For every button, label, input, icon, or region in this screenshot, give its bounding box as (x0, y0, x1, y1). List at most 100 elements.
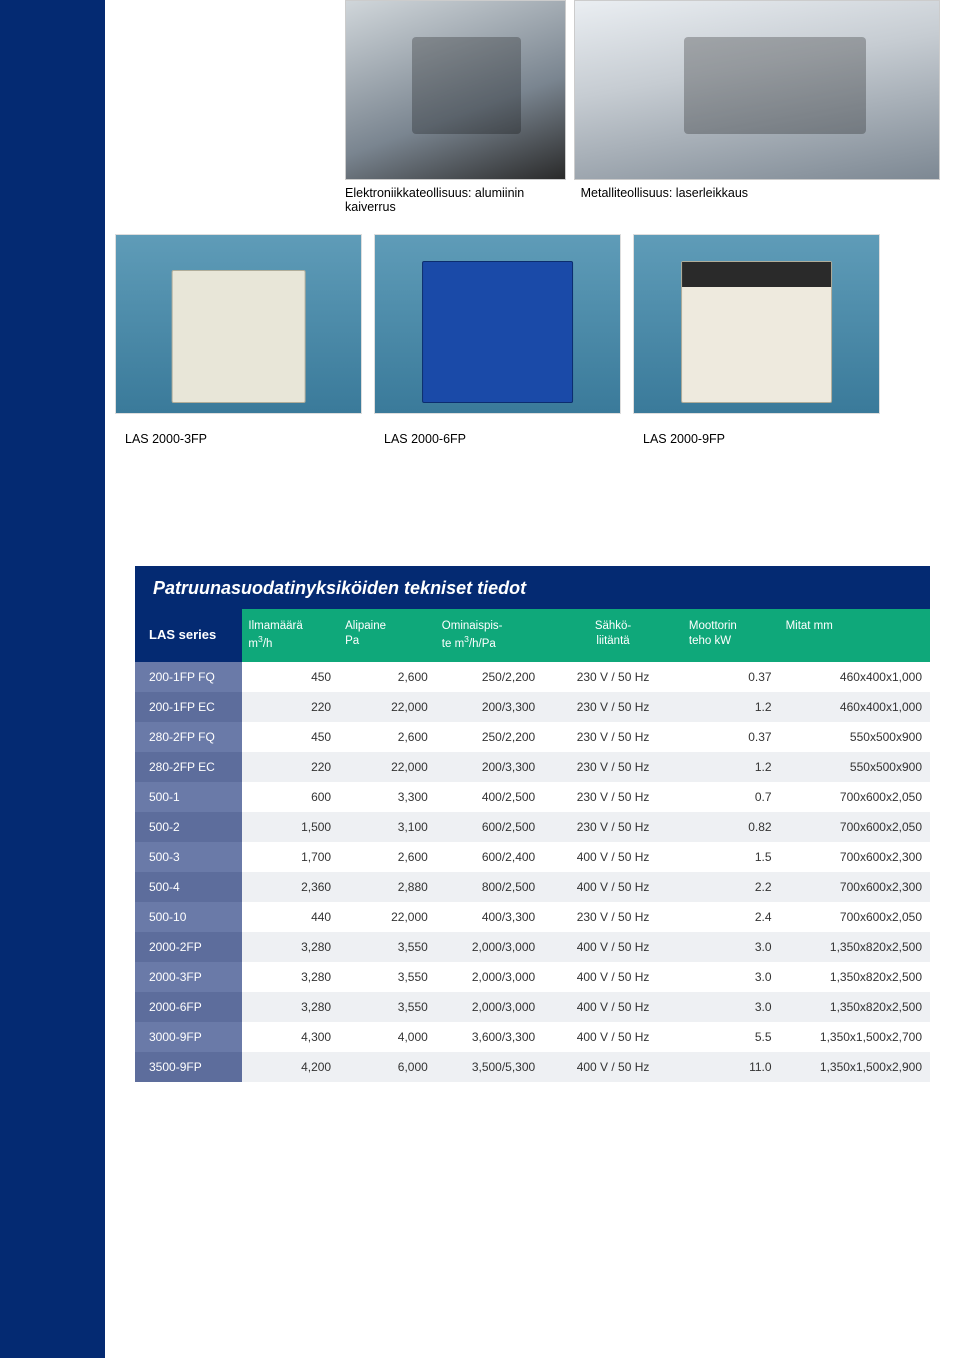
table-row: 200-1FP FQ4502,600250/2,200230 V / 50 Hz… (135, 662, 930, 692)
cell-air: 2,360 (242, 872, 339, 902)
cell-model: 500-1 (135, 782, 242, 812)
cell-kw: 1.5 (683, 842, 780, 872)
cell-kw: 0.37 (683, 722, 780, 752)
cell-pa: 2,600 (339, 722, 436, 752)
cell-kw: 0.37 (683, 662, 780, 692)
cell-el: 230 V / 50 Hz (543, 782, 683, 812)
cell-om: 200/3,300 (436, 752, 543, 782)
cell-air: 220 (242, 752, 339, 782)
cell-el: 230 V / 50 Hz (543, 692, 683, 722)
cell-mm: 700x600x2,050 (780, 782, 930, 812)
cell-mm: 550x500x900 (780, 752, 930, 782)
table-row: 2000-3FP3,2803,5502,000/3,000400 V / 50 … (135, 962, 930, 992)
cell-model: 500-4 (135, 872, 242, 902)
cell-mm: 1,350x1,500x2,900 (780, 1052, 930, 1082)
product-image-9fp (633, 234, 880, 414)
cell-mm: 1,350x1,500x2,700 (780, 1022, 930, 1052)
cell-air: 3,280 (242, 932, 339, 962)
cell-om: 600/2,400 (436, 842, 543, 872)
cell-model: 2000-3FP (135, 962, 242, 992)
cell-pa: 22,000 (339, 692, 436, 722)
photo-electronics (345, 0, 566, 180)
header-mm: Mitat mm (780, 609, 930, 662)
cell-pa: 6,000 (339, 1052, 436, 1082)
photo-metalworking (574, 0, 940, 180)
cell-mm: 550x500x900 (780, 722, 930, 752)
header-el: Sähkö-liitäntä (543, 609, 683, 662)
cell-air: 4,300 (242, 1022, 339, 1052)
caption-left: Elektroniikkateollisuus: alumiinin kaive… (345, 186, 561, 214)
cell-el: 400 V / 50 Hz (543, 842, 683, 872)
header-series: LAS series (135, 609, 242, 662)
header-air: Ilmamääräm3/h (242, 609, 339, 662)
spec-table-container: Patruunasuodatinyksiköiden tekniset tied… (135, 566, 930, 1082)
cell-model: 500-3 (135, 842, 242, 872)
cell-model: 3500-9FP (135, 1052, 242, 1082)
cell-pa: 3,550 (339, 992, 436, 1022)
cell-pa: 2,600 (339, 662, 436, 692)
table-row: 3500-9FP4,2006,0003,500/5,300400 V / 50 … (135, 1052, 930, 1082)
cell-om: 400/2,500 (436, 782, 543, 812)
cell-air: 3,280 (242, 962, 339, 992)
cell-kw: 3.0 (683, 962, 780, 992)
cell-air: 3,280 (242, 992, 339, 1022)
cell-el: 400 V / 50 Hz (543, 872, 683, 902)
table-row: 280-2FP EC22022,000200/3,300230 V / 50 H… (135, 752, 930, 782)
cell-pa: 3,100 (339, 812, 436, 842)
product-image-6fp (374, 234, 621, 414)
table-row: 500-31,7002,600600/2,400400 V / 50 Hz1.5… (135, 842, 930, 872)
cell-model: 2000-2FP (135, 932, 242, 962)
cell-kw: 5.5 (683, 1022, 780, 1052)
table-row: 500-16003,300400/2,500230 V / 50 Hz0.770… (135, 782, 930, 812)
table-row: 500-21,5003,100600/2,500230 V / 50 Hz0.8… (135, 812, 930, 842)
cell-kw: 3.0 (683, 932, 780, 962)
table-row: 2000-6FP3,2803,5502,000/3,000400 V / 50 … (135, 992, 930, 1022)
spec-table: LAS series Ilmamääräm3/h AlipainePa Omin… (135, 609, 930, 1082)
cell-om: 250/2,200 (436, 662, 543, 692)
cell-el: 230 V / 50 Hz (543, 812, 683, 842)
cell-pa: 22,000 (339, 902, 436, 932)
cell-air: 600 (242, 782, 339, 812)
cell-pa: 4,000 (339, 1022, 436, 1052)
cell-kw: 11.0 (683, 1052, 780, 1082)
cell-mm: 700x600x2,300 (780, 842, 930, 872)
cell-model: 500-10 (135, 902, 242, 932)
table-row: 500-1044022,000400/3,300230 V / 50 Hz2.4… (135, 902, 930, 932)
cell-model: 3000-9FP (135, 1022, 242, 1052)
cell-om: 800/2,500 (436, 872, 543, 902)
cell-air: 450 (242, 662, 339, 692)
header-kw: Moottorinteho kW (683, 609, 780, 662)
cell-mm: 700x600x2,300 (780, 872, 930, 902)
cell-kw: 2.2 (683, 872, 780, 902)
cell-pa: 2,880 (339, 872, 436, 902)
cell-model: 200-1FP EC (135, 692, 242, 722)
table-header-row: LAS series Ilmamääräm3/h AlipainePa Omin… (135, 609, 930, 662)
cell-kw: 0.7 (683, 782, 780, 812)
cell-mm: 700x600x2,050 (780, 902, 930, 932)
product-label-6fp: LAS 2000-6FP (374, 432, 621, 446)
cell-el: 400 V / 50 Hz (543, 1052, 683, 1082)
table-row: 280-2FP FQ4502,600250/2,200230 V / 50 Hz… (135, 722, 930, 752)
cell-el: 230 V / 50 Hz (543, 662, 683, 692)
cell-el: 400 V / 50 Hz (543, 962, 683, 992)
cell-pa: 3,550 (339, 962, 436, 992)
table-row: 200-1FP EC22022,000200/3,300230 V / 50 H… (135, 692, 930, 722)
cell-pa: 3,300 (339, 782, 436, 812)
product-label-3fp: LAS 2000-3FP (115, 432, 362, 446)
product-image-3fp (115, 234, 362, 414)
table-row: 3000-9FP4,3004,0003,600/3,300400 V / 50 … (135, 1022, 930, 1052)
cell-model: 280-2FP FQ (135, 722, 242, 752)
table-row: 2000-2FP3,2803,5502,000/3,000400 V / 50 … (135, 932, 930, 962)
cell-el: 400 V / 50 Hz (543, 992, 683, 1022)
cell-kw: 2.4 (683, 902, 780, 932)
table-title: Patruunasuodatinyksiköiden tekniset tied… (135, 566, 930, 609)
cell-model: 500-2 (135, 812, 242, 842)
cell-om: 200/3,300 (436, 692, 543, 722)
cell-air: 440 (242, 902, 339, 932)
cell-model: 2000-6FP (135, 992, 242, 1022)
cell-air: 220 (242, 692, 339, 722)
cell-mm: 1,350x820x2,500 (780, 992, 930, 1022)
cell-kw: 1.2 (683, 752, 780, 782)
cell-om: 3,500/5,300 (436, 1052, 543, 1082)
cell-pa: 22,000 (339, 752, 436, 782)
